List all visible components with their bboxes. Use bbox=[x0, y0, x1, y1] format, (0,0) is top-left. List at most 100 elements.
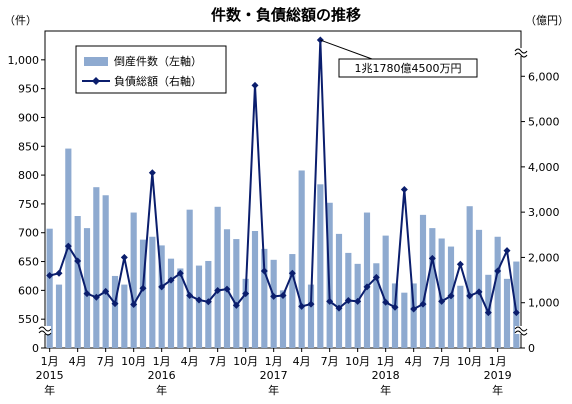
bar bbox=[494, 236, 501, 348]
bar bbox=[233, 239, 240, 348]
line-point bbox=[456, 260, 464, 268]
axis-break-mark bbox=[38, 326, 52, 336]
left-axis-unit: （件） bbox=[4, 14, 37, 27]
bar bbox=[93, 187, 100, 348]
year-label: 2018 bbox=[372, 369, 400, 382]
year-suffix: 年 bbox=[44, 383, 55, 397]
bar bbox=[149, 236, 156, 348]
line-point bbox=[512, 309, 520, 317]
chart-title: 件数・負債総額の推移 bbox=[211, 6, 361, 24]
bar bbox=[289, 254, 296, 348]
line-point bbox=[466, 292, 474, 300]
left-axis-tick-label: 800 bbox=[18, 169, 39, 182]
line-point bbox=[148, 169, 156, 177]
line-point bbox=[288, 269, 296, 277]
legend-bar-label: 倒産件数（左軸） bbox=[114, 54, 202, 68]
left-axis-tick-label: 700 bbox=[18, 227, 39, 240]
line-point bbox=[260, 267, 268, 275]
left-axis-tick-label: 850 bbox=[18, 140, 39, 153]
bar bbox=[74, 216, 81, 348]
legend-box bbox=[75, 45, 227, 94]
line-point bbox=[158, 283, 166, 291]
axis-ticks: 0 550 600 650 700 750 800 850 900 950 1,000 0 1,000 2… bbox=[8, 48, 560, 397]
right-axis-tick-label: 6,000 bbox=[528, 70, 560, 83]
x-axis-tick-label: 10月 bbox=[121, 355, 146, 368]
left-axis-tick-label: 550 bbox=[18, 313, 39, 326]
bar bbox=[298, 170, 305, 348]
year-label: 2017 bbox=[260, 369, 288, 382]
right-axis-tick-label: 4,000 bbox=[528, 161, 560, 174]
line-point bbox=[410, 305, 418, 313]
axis-break-mark bbox=[514, 326, 528, 336]
bar bbox=[513, 261, 520, 348]
bar bbox=[270, 259, 277, 348]
bar bbox=[83, 228, 91, 348]
line-point bbox=[419, 300, 427, 308]
line-point bbox=[270, 292, 278, 300]
line-point bbox=[503, 247, 511, 255]
left-axis-tick-label: 650 bbox=[18, 256, 39, 269]
bar bbox=[279, 290, 287, 348]
line-point bbox=[475, 288, 483, 296]
right-axis-tick-label: 0 bbox=[528, 342, 535, 355]
line-point bbox=[167, 276, 175, 284]
line-point bbox=[120, 253, 128, 261]
bar bbox=[111, 275, 119, 348]
line-point bbox=[494, 267, 502, 275]
annotation: 1兆1780億4500万円 bbox=[320, 39, 478, 78]
line-point bbox=[92, 293, 100, 301]
right-axis-tick-label: 2,000 bbox=[528, 251, 560, 264]
bar bbox=[55, 284, 63, 348]
line-point bbox=[83, 290, 91, 298]
left-axis-tick-label: 950 bbox=[18, 83, 39, 96]
line-point bbox=[186, 291, 194, 299]
bar bbox=[419, 214, 427, 348]
line-point bbox=[55, 269, 63, 277]
line-point bbox=[307, 300, 315, 308]
x-axis-tick-label: 4月 bbox=[69, 355, 87, 368]
line-point bbox=[428, 254, 436, 262]
left-axis-tick-label: 1,000 bbox=[8, 54, 40, 67]
year-label: 2019 bbox=[484, 369, 512, 382]
x-axis-tick-label: 10月 bbox=[233, 355, 258, 368]
line-point bbox=[382, 298, 390, 306]
line-point bbox=[195, 296, 203, 304]
line-point bbox=[64, 242, 72, 250]
left-axis-tick-label: 0 bbox=[32, 342, 39, 355]
bar bbox=[410, 283, 417, 348]
bar bbox=[158, 245, 165, 348]
line-point bbox=[242, 290, 250, 298]
legend-line-marker bbox=[92, 77, 100, 85]
line-point bbox=[391, 303, 399, 311]
annotation-leader bbox=[320, 39, 373, 60]
right-axis-unit: （億円） bbox=[525, 14, 569, 27]
bar bbox=[261, 248, 268, 348]
bar bbox=[251, 231, 259, 348]
x-axis-tick-label: 1月 bbox=[153, 355, 171, 368]
x-axis-tick-label: 1月 bbox=[265, 355, 283, 368]
year-suffix: 年 bbox=[156, 383, 167, 397]
year-suffix: 年 bbox=[268, 383, 279, 397]
bar bbox=[186, 209, 193, 348]
line-point bbox=[204, 298, 212, 306]
line-point bbox=[111, 300, 119, 308]
line-point bbox=[102, 287, 110, 295]
axis-break-gap bbox=[515, 48, 527, 57]
bar bbox=[307, 284, 315, 348]
year-label: 2015 bbox=[36, 369, 64, 382]
line-series bbox=[46, 36, 520, 317]
bar bbox=[382, 235, 389, 348]
right-axis-tick-label: 1,000 bbox=[528, 297, 560, 310]
axis-break-gap bbox=[515, 326, 527, 334]
left-axis-tick-label: 900 bbox=[18, 111, 39, 124]
bar bbox=[130, 212, 137, 348]
right-axis-tick-label: 5,000 bbox=[528, 116, 560, 129]
bar bbox=[214, 206, 221, 348]
bar bbox=[401, 292, 408, 348]
line-point bbox=[363, 283, 371, 291]
x-axis-tick-label: 7月 bbox=[433, 355, 451, 368]
annotation-text: 1兆1780億4500万円 bbox=[355, 62, 462, 75]
x-axis-tick-label: 7月 bbox=[97, 355, 115, 368]
line-point bbox=[251, 81, 259, 89]
bar bbox=[46, 228, 53, 348]
